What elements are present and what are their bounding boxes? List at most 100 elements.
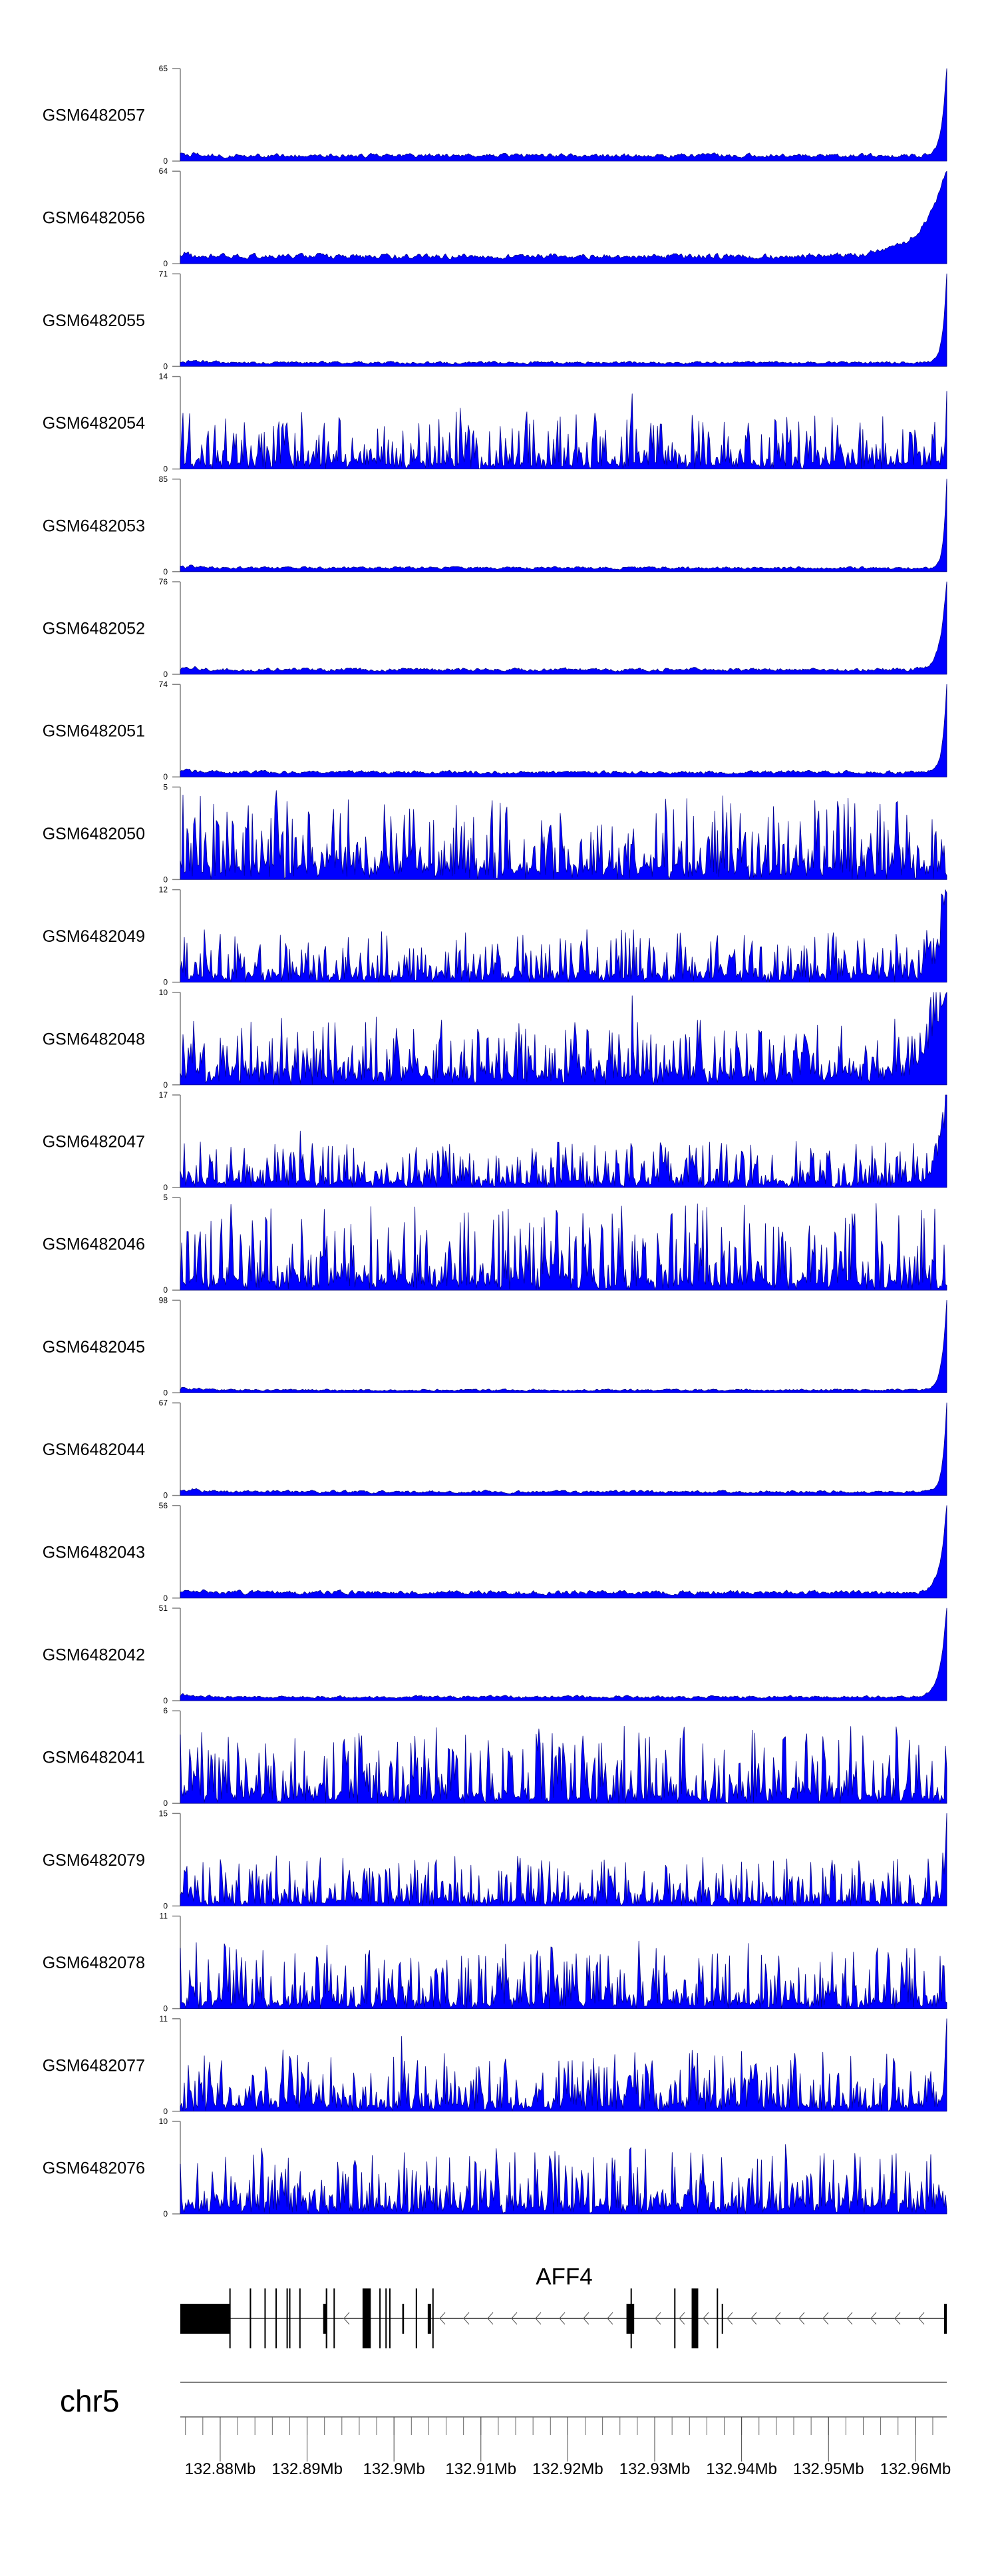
signal-area	[180, 479, 947, 572]
y-axis-zero-label: 0	[163, 1080, 168, 1090]
y-axis-max-label: 11	[160, 2014, 168, 2024]
gene-exon	[402, 2304, 405, 2334]
signal-track: GSM6482049 12 0	[43, 885, 947, 987]
y-axis-zero-label: 0	[163, 875, 168, 884]
gene-exon	[289, 2288, 291, 2348]
ruler-tick-label: 132.93Mb	[619, 2460, 691, 2478]
ruler-tick-label: 132.88Mb	[185, 2460, 256, 2478]
gene-exon	[379, 2288, 381, 2348]
y-axis-max-label: 74	[159, 680, 168, 689]
gene-exon	[674, 2288, 676, 2348]
y-axis-zero-label: 0	[163, 567, 168, 576]
y-axis-max-label: 65	[159, 64, 168, 73]
chromosome-label: chr5	[60, 2384, 119, 2418]
y-axis-zero-label: 0	[163, 670, 168, 679]
track-label: GSM6482079	[43, 1851, 145, 1870]
track-label: GSM6482078	[43, 1954, 145, 1972]
signal-area	[180, 2144, 947, 2215]
track-label: GSM6482076	[43, 2159, 145, 2178]
y-axis-max-label: 6	[163, 1706, 168, 1715]
y-axis-max-label: 10	[159, 2117, 168, 2126]
signal-track: GSM6482077 11 0	[43, 2014, 947, 2116]
gene-exon	[717, 2288, 719, 2348]
strand-arrow-icon	[343, 2312, 350, 2325]
y-axis-zero-label: 0	[163, 1799, 168, 1808]
y-axis-max-label: 12	[159, 885, 168, 895]
y-axis-zero-label: 0	[163, 1594, 168, 1603]
gene-exon	[180, 2304, 230, 2334]
y-axis-max-label: 76	[159, 577, 168, 586]
track-label: GSM6482049	[43, 927, 145, 946]
track-label: GSM6482047	[43, 1133, 145, 1152]
signal-area	[180, 684, 947, 777]
signal-track: GSM6482078 11 0	[43, 1912, 947, 2014]
signal-tracks: GSM6482057650GSM6482056640GSM6482055710G…	[43, 64, 947, 2219]
strand-arrow-icon	[439, 2312, 446, 2325]
signal-area	[180, 1300, 947, 1393]
genome-axis-track: chr5 132.88Mb 132.89Mb 132.9Mb 132.91Mb 132.…	[60, 2382, 951, 2478]
signal-track: GSM6482055 71 0	[43, 269, 947, 371]
strand-arrow-icon	[846, 2312, 853, 2325]
y-axis-max-label: 11	[160, 1912, 168, 1921]
strand-arrow-icon	[487, 2312, 494, 2325]
strand-arrow-icon	[607, 2312, 613, 2325]
signal-track: GSM6482052 76 0	[43, 577, 947, 679]
signal-track: GSM6482053 85 0	[43, 475, 947, 576]
y-axis-zero-label: 0	[163, 1183, 168, 1192]
track-label: GSM6482057	[43, 107, 145, 125]
gene-exon	[691, 2288, 699, 2348]
y-axis-zero-label: 0	[163, 2107, 168, 2116]
y-axis-max-label: 85	[159, 475, 168, 484]
strand-arrow-icon	[798, 2312, 805, 2325]
signal-area	[180, 1094, 947, 1188]
gene-exon	[721, 2304, 723, 2334]
ruler-tick-label: 132.96Mb	[880, 2460, 951, 2478]
track-label: GSM6482052	[43, 620, 145, 638]
gene-track: AFF4	[180, 2264, 947, 2348]
gene-exon	[299, 2288, 301, 2348]
signal-track: GSM6482051 74 0	[43, 680, 947, 781]
gene-exon	[275, 2288, 277, 2348]
track-label: GSM6482055	[43, 312, 145, 330]
signal-area	[180, 274, 947, 367]
signal-area	[180, 889, 947, 982]
ruler-tick-label: 132.91Mb	[445, 2460, 516, 2478]
strand-arrow-icon	[774, 2312, 781, 2325]
y-axis-zero-label: 0	[163, 2004, 168, 2014]
y-axis-max-label: 15	[159, 1809, 168, 1818]
gene-exon	[229, 2288, 231, 2348]
signal-area	[180, 790, 947, 880]
gene-name-label: AFF4	[536, 2264, 593, 2290]
gene-exon	[362, 2288, 371, 2348]
y-axis-zero-label: 0	[163, 1696, 168, 1705]
y-axis-max-label: 10	[159, 988, 168, 997]
strand-arrow-icon	[727, 2312, 733, 2325]
strand-arrow-icon	[583, 2312, 589, 2325]
signal-track: GSM6482046 5 0	[43, 1193, 947, 1295]
y-axis-zero-label: 0	[163, 1491, 168, 1500]
track-label: GSM6482050	[43, 825, 145, 843]
track-label: GSM6482043	[43, 1543, 145, 1562]
gene-exon	[325, 2288, 327, 2348]
signal-area	[180, 1726, 947, 1804]
y-axis-max-label: 14	[159, 372, 168, 381]
strand-arrow-icon	[679, 2312, 685, 2325]
track-label: GSM6482054	[43, 414, 145, 433]
track-label: GSM6482044	[43, 1440, 145, 1459]
signal-area	[180, 2018, 947, 2112]
signal-area	[180, 1203, 947, 1291]
signal-track: GSM6482048 10 0	[43, 988, 947, 1090]
y-axis-zero-label: 0	[163, 259, 168, 268]
gene-exon	[943, 2304, 947, 2334]
signal-track: GSM6482041 6 0	[43, 1706, 947, 1808]
y-axis-zero-label: 0	[163, 465, 168, 474]
gene-exon	[264, 2288, 266, 2348]
signal-track: GSM6482054 14 0	[43, 372, 947, 474]
y-axis-zero-label: 0	[163, 156, 168, 166]
track-label: GSM6482077	[43, 2056, 145, 2075]
y-axis-zero-label: 0	[163, 978, 168, 987]
strand-arrow-icon	[511, 2312, 518, 2325]
y-axis-zero-label: 0	[163, 1901, 168, 1910]
strand-arrow-icon	[894, 2312, 901, 2325]
gene-exon	[432, 2288, 434, 2348]
